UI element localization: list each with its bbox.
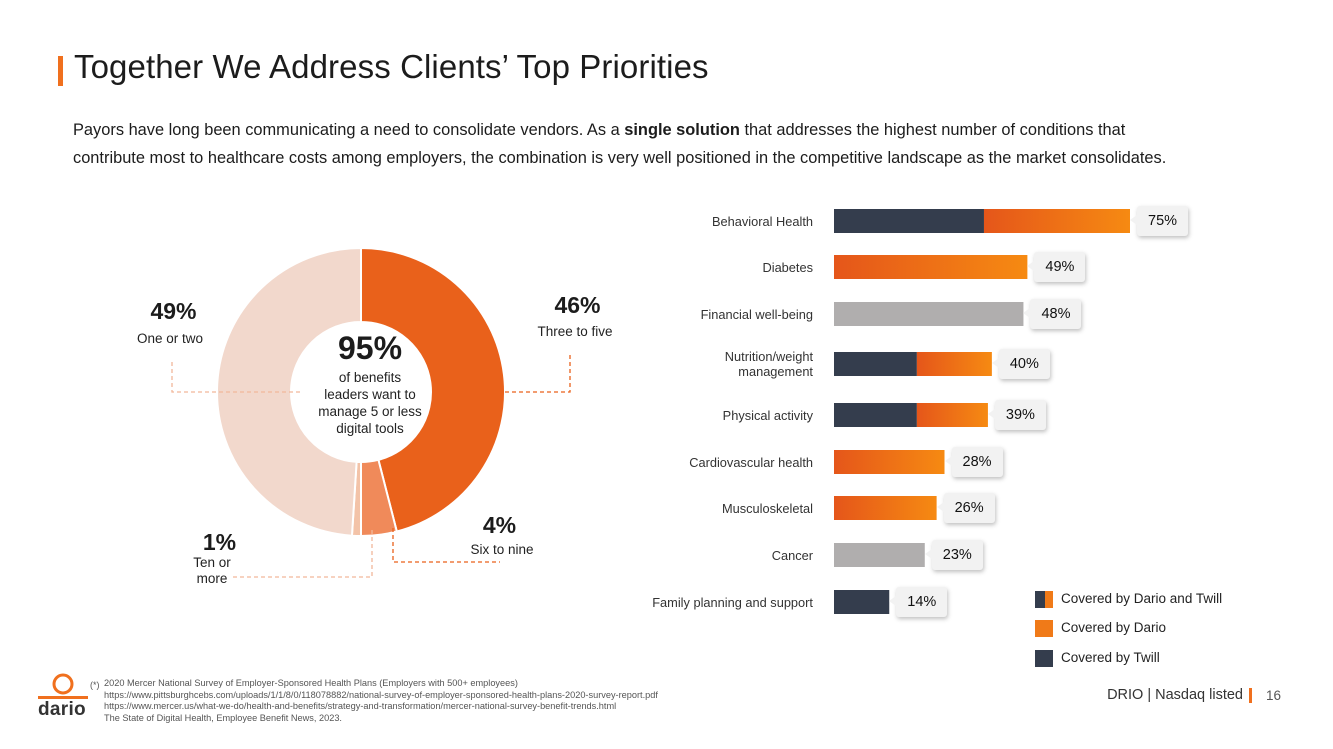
bar-label-cardiovascular-health: Cardiovascular health	[689, 454, 813, 470]
dario-logo-icon	[38, 673, 88, 699]
footnote-line: https://www.mercer.us/what-we-do/health-…	[104, 701, 617, 712]
bar-twill-nutrition-weight-management	[834, 352, 917, 376]
slice-label-six-to-nine: Six to nine	[470, 542, 534, 557]
bar-label-nutrition-weight-management: Nutrition/weight management	[724, 349, 813, 379]
slice-value-six-to-nine: 4%	[482, 512, 517, 538]
bar-dario-cardiovascular-health	[834, 450, 945, 474]
bar-gray-cancer	[834, 543, 925, 567]
bar-dario-musculoskeletal	[834, 496, 937, 520]
slice-label-three-to-five: Three to five	[537, 324, 613, 339]
leader-ten-or-more	[232, 530, 373, 578]
footnote-line: 2020 Mercer National Survey of Employer-…	[104, 678, 518, 688]
title-accent-bar	[58, 56, 63, 86]
legend-swatch-twill	[1035, 650, 1053, 667]
leader-one-or-two	[171, 360, 300, 393]
bar-label-behavioral-health: Behavioral Health	[711, 213, 813, 229]
donut-center-value: 95%	[337, 330, 403, 366]
bar-label-cancer: Cancer	[771, 547, 813, 563]
intro-text-2: that addresses the highest number of con…	[73, 121, 1167, 167]
bar-twill-behavioral-health	[834, 209, 984, 233]
bar-twill-family-planning-and-support	[834, 590, 890, 614]
bar-value-behavioral-health: 75%	[1129, 206, 1189, 236]
slice-label-ten-or-more: Ten or more	[193, 555, 231, 586]
bar-value-family-planning-and-support: 14%	[889, 587, 948, 617]
bar-label-financial-well-being: Financial well-being	[700, 306, 813, 322]
slice-value-three-to-five: 46%	[554, 292, 601, 318]
leader-six-to-nine	[392, 528, 500, 563]
bar-value-nutrition-weight-management: 40%	[991, 349, 1050, 379]
leader-three-to-five	[505, 352, 571, 393]
bar-twill-physical-activity	[834, 403, 917, 427]
ticker-text: DRIO | Nasdaq listed	[1107, 687, 1243, 703]
bar-dario-behavioral-health	[983, 209, 1130, 233]
logo-text: dario	[38, 699, 86, 720]
bar-dario-physical-activity	[916, 403, 988, 427]
legend-label-both: Covered by Dario and Twill	[1061, 591, 1223, 606]
donut-slice-three-to-five	[360, 246, 506, 533]
bar-dario-diabetes	[834, 255, 1028, 279]
bar-dario-nutrition-weight-management	[916, 352, 992, 376]
page-title: Together We Address Clients’ Top Priorit…	[74, 48, 709, 85]
bar-value-cancer: 23%	[924, 540, 983, 570]
bar-value-physical-activity: 39%	[987, 400, 1046, 430]
legend-label-twill: Covered by Twill	[1061, 650, 1160, 665]
slice-value-one-or-two: 49%	[150, 298, 197, 324]
bar-gray-financial-well-being	[834, 302, 1024, 326]
slice-label-one-or-two: One or two	[136, 331, 204, 346]
legend-swatch-dario	[1035, 620, 1053, 637]
intro-text-1: Payors have long been communicating a ne…	[73, 121, 625, 139]
bar-value-musculoskeletal: 26%	[936, 493, 995, 523]
footnote-line: The State of Digital Health, Employee Be…	[104, 712, 342, 723]
intro-paragraph: Payors have long been communicating a ne…	[73, 116, 1183, 172]
bar-label-diabetes: Diabetes	[762, 259, 813, 275]
bar-label-physical-activity: Physical activity	[722, 407, 813, 423]
legend-swatch-both	[1035, 591, 1053, 608]
legend-label-dario: Covered by Dario	[1061, 620, 1167, 635]
bar-value-cardiovascular-health: 28%	[944, 447, 1003, 477]
intro-bold: single solution	[624, 121, 740, 139]
donut-center-text: of benefits leaders want to manage 5 or …	[318, 370, 422, 436]
ticker-divider	[1249, 688, 1252, 703]
bar-value-financial-well-being: 48%	[1023, 299, 1082, 329]
bar-label-family-planning-and-support: Family planning and support	[652, 594, 813, 610]
bar-label-musculoskeletal: Musculoskeletal	[721, 500, 813, 516]
footnote-line: https://www.pittsburghcebs.com/uploads/1…	[104, 689, 658, 700]
slice-value-ten-or-more: 1%	[202, 529, 237, 555]
page-number: 16	[1266, 688, 1282, 703]
footnote-marker: (*)	[90, 680, 100, 690]
footnotes: 2020 Mercer National Survey of Employer-…	[104, 678, 658, 724]
bar-value-diabetes: 49%	[1027, 252, 1086, 282]
donut-slice-one-or-two	[215, 246, 362, 537]
